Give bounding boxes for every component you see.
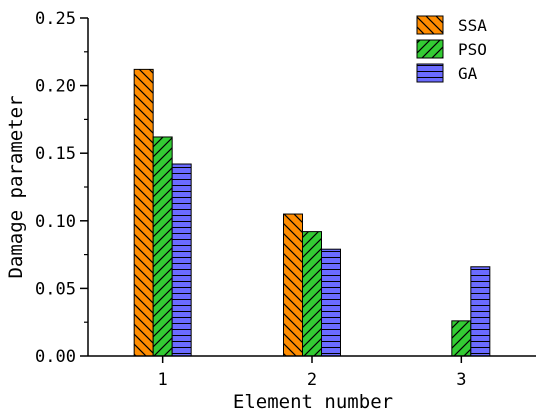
legend-label-pso: PSO [458,40,487,59]
x-tick-label: 2 [307,370,317,390]
y-tick-label: 0.10 [35,212,76,232]
plot-area [133,68,491,357]
x-tick-label: 1 [158,370,168,390]
bar-ga-2 [321,248,341,357]
bar-ssa-2 [283,213,303,357]
legend-swatch-ssa [416,15,444,35]
x-axis-ticks: 1 2 3 [158,356,466,390]
y-tick-label: 0.15 [35,144,76,164]
x-axis-title: Element number [233,391,393,413]
y-tick-label: 0.05 [35,279,76,299]
y-axis-ticks: 0.00 0.05 0.10 0.15 0.20 0.25 [35,9,88,367]
x-tick-label: 3 [456,370,466,390]
bar-pso-1 [152,136,173,357]
legend-swatch-pso [416,39,444,59]
bar-pso-2 [302,231,322,357]
legend-label-ssa: SSA [458,16,487,35]
bar-ga-1 [171,163,192,357]
legend-label-ga: GA [458,64,478,83]
legend: SSA PSO GA [416,15,487,83]
y-tick-label: 0.00 [35,347,76,367]
y-tick-label: 0.25 [35,9,76,29]
legend-swatch-ga [416,63,444,83]
y-axis-title: Damage parameter [5,95,27,278]
y-tick-label: 0.20 [35,77,76,97]
bar-ssa-1 [133,68,154,357]
bar-pso-3 [451,320,472,357]
bar-ga-3 [470,266,491,357]
